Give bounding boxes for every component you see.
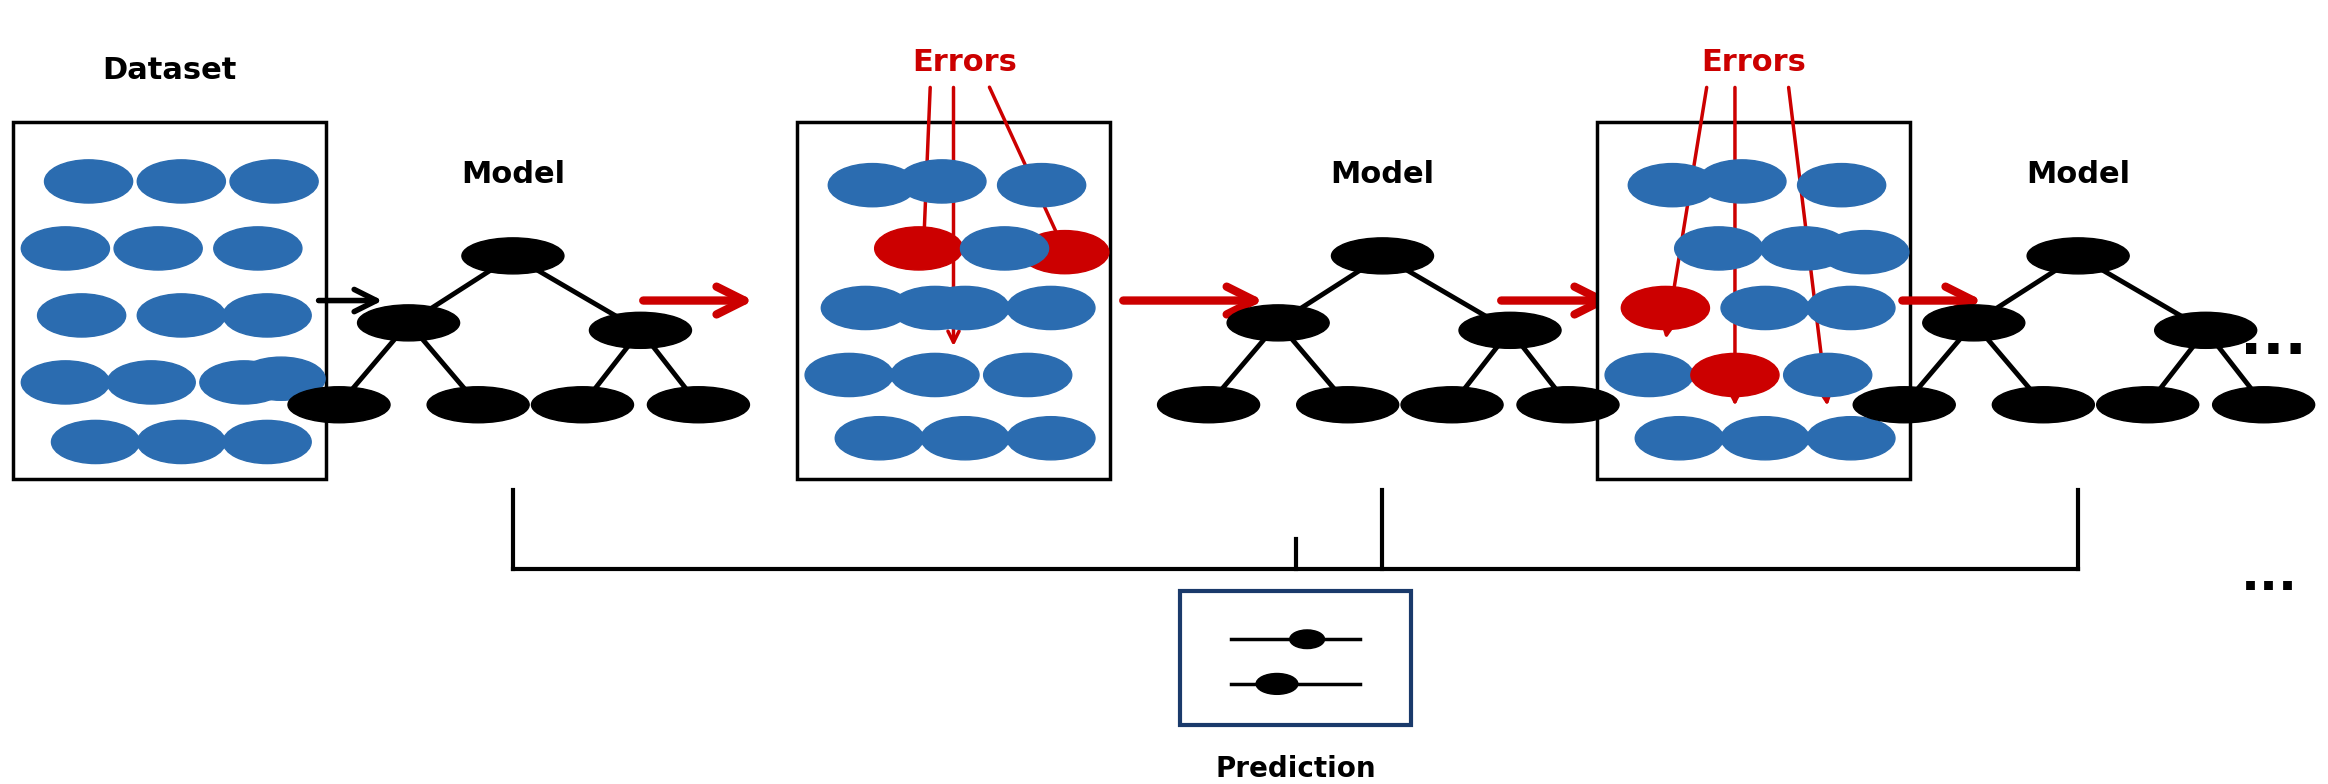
- Text: ...: ...: [2240, 309, 2307, 366]
- Ellipse shape: [822, 286, 910, 329]
- Ellipse shape: [1760, 227, 1848, 270]
- Ellipse shape: [44, 160, 133, 203]
- Ellipse shape: [1807, 416, 1895, 460]
- Ellipse shape: [1332, 238, 1434, 274]
- Ellipse shape: [289, 387, 391, 423]
- Ellipse shape: [2212, 387, 2314, 423]
- Ellipse shape: [37, 294, 126, 337]
- Ellipse shape: [1783, 354, 1872, 397]
- Text: Model: Model: [1329, 160, 1434, 189]
- Text: Prediction: Prediction: [1215, 755, 1376, 782]
- Ellipse shape: [892, 286, 980, 329]
- Ellipse shape: [1604, 354, 1692, 397]
- Ellipse shape: [1820, 230, 1909, 274]
- Ellipse shape: [1697, 160, 1786, 203]
- Ellipse shape: [137, 420, 226, 463]
- FancyBboxPatch shape: [1597, 122, 1909, 479]
- Ellipse shape: [805, 354, 894, 397]
- Ellipse shape: [200, 361, 289, 404]
- Ellipse shape: [589, 312, 691, 348]
- Ellipse shape: [1807, 286, 1895, 329]
- Ellipse shape: [2098, 387, 2198, 423]
- Ellipse shape: [875, 227, 964, 270]
- Ellipse shape: [359, 305, 459, 341]
- Ellipse shape: [1157, 387, 1259, 423]
- Ellipse shape: [1227, 305, 1329, 341]
- Ellipse shape: [1401, 387, 1504, 423]
- Ellipse shape: [1720, 416, 1809, 460]
- Ellipse shape: [1290, 630, 1325, 648]
- Ellipse shape: [2028, 238, 2130, 274]
- Text: Model: Model: [461, 160, 566, 189]
- Text: Dataset: Dataset: [102, 56, 237, 85]
- Ellipse shape: [1006, 286, 1094, 329]
- Ellipse shape: [137, 160, 226, 203]
- FancyBboxPatch shape: [1180, 591, 1411, 725]
- Ellipse shape: [237, 358, 326, 401]
- Ellipse shape: [230, 160, 319, 203]
- Ellipse shape: [51, 420, 140, 463]
- Ellipse shape: [892, 354, 980, 397]
- Ellipse shape: [1006, 416, 1094, 460]
- Ellipse shape: [426, 387, 528, 423]
- Ellipse shape: [647, 387, 750, 423]
- Ellipse shape: [137, 294, 226, 337]
- Ellipse shape: [1020, 230, 1108, 274]
- Ellipse shape: [1993, 387, 2095, 423]
- Ellipse shape: [21, 361, 109, 404]
- Ellipse shape: [1297, 387, 1399, 423]
- Ellipse shape: [114, 227, 203, 270]
- FancyBboxPatch shape: [14, 122, 326, 479]
- Ellipse shape: [531, 387, 633, 423]
- Ellipse shape: [1518, 387, 1618, 423]
- Ellipse shape: [999, 164, 1085, 207]
- Ellipse shape: [1797, 164, 1886, 207]
- Ellipse shape: [214, 227, 303, 270]
- Ellipse shape: [1460, 312, 1562, 348]
- Ellipse shape: [107, 361, 196, 404]
- Text: ...: ...: [2240, 552, 2298, 600]
- Ellipse shape: [985, 354, 1071, 397]
- Ellipse shape: [961, 227, 1048, 270]
- Ellipse shape: [21, 227, 109, 270]
- Ellipse shape: [2156, 312, 2256, 348]
- Ellipse shape: [1257, 673, 1297, 695]
- Text: Errors: Errors: [1702, 48, 1807, 77]
- Ellipse shape: [836, 416, 924, 460]
- Ellipse shape: [1620, 286, 1709, 329]
- Ellipse shape: [1674, 227, 1762, 270]
- FancyBboxPatch shape: [796, 122, 1110, 479]
- Ellipse shape: [899, 160, 987, 203]
- Ellipse shape: [829, 164, 917, 207]
- Ellipse shape: [1853, 387, 1956, 423]
- Ellipse shape: [223, 294, 312, 337]
- Ellipse shape: [223, 420, 312, 463]
- Ellipse shape: [922, 286, 1008, 329]
- Ellipse shape: [461, 238, 563, 274]
- Ellipse shape: [1627, 164, 1716, 207]
- Ellipse shape: [1720, 286, 1809, 329]
- Ellipse shape: [1634, 416, 1723, 460]
- Text: Errors: Errors: [913, 48, 1017, 77]
- Ellipse shape: [1923, 305, 2025, 341]
- Ellipse shape: [1690, 354, 1779, 397]
- Text: Model: Model: [2025, 160, 2130, 189]
- Ellipse shape: [922, 416, 1008, 460]
